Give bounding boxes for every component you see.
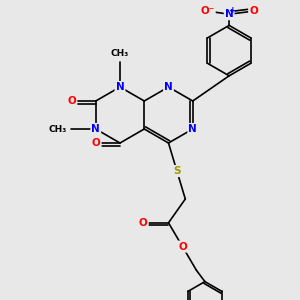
- Text: O: O: [178, 242, 187, 252]
- Text: CH₃: CH₃: [111, 49, 129, 58]
- Text: N: N: [116, 82, 124, 92]
- Text: O⁻: O⁻: [200, 6, 215, 16]
- Text: O: O: [249, 6, 258, 16]
- Text: +: +: [229, 6, 237, 15]
- Text: O: O: [92, 138, 100, 148]
- Text: N: N: [188, 124, 197, 134]
- Text: N: N: [92, 124, 100, 134]
- Text: S: S: [173, 166, 181, 176]
- Text: CH₃: CH₃: [48, 124, 67, 134]
- Text: N: N: [164, 82, 173, 92]
- Text: O: O: [139, 218, 148, 228]
- Text: N: N: [225, 9, 233, 19]
- Text: O: O: [68, 96, 76, 106]
